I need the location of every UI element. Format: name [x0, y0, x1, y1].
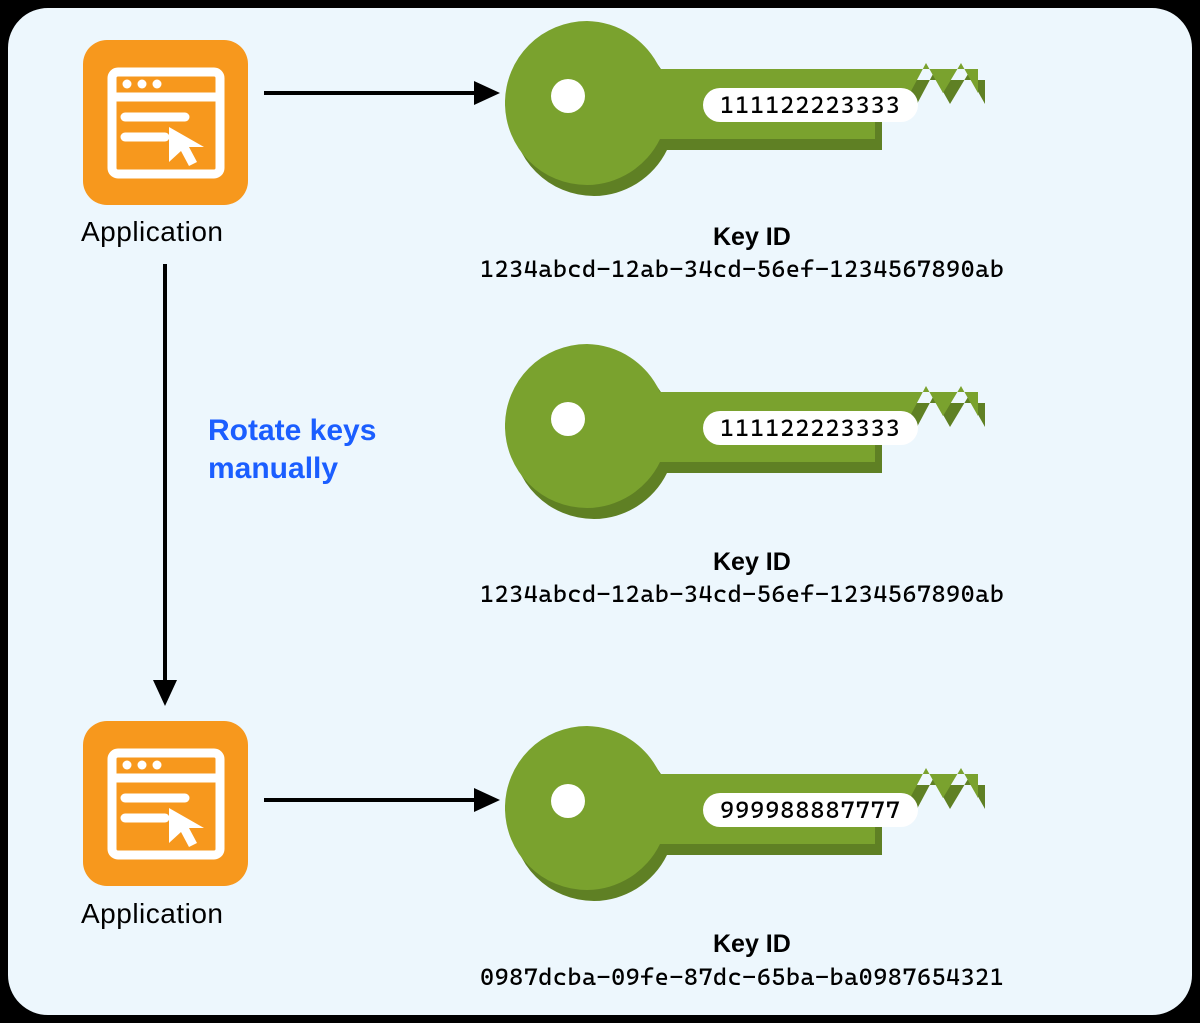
arrow-head-icon [474, 81, 500, 105]
browser-window-icon [107, 67, 225, 179]
application-icon [83, 721, 248, 886]
arrow-head-icon [474, 788, 500, 812]
arrow-head-icon [153, 680, 177, 706]
rotate-keys-label: Rotate keys manually [208, 412, 376, 489]
browser-window-icon [107, 748, 225, 860]
arrow-shaft [264, 91, 480, 95]
key-code: 999988887777 [703, 793, 918, 827]
arrow-shaft [264, 798, 480, 802]
diagram-canvas: Application Application Rotate keys manu… [4, 4, 1196, 1019]
key-code: 111122223333 [703, 411, 918, 445]
rotate-keys-line1: Rotate keys [208, 412, 376, 450]
key-id-title: Key ID [713, 223, 791, 252]
key-id-value: 0987dcba-09fe-87dc-65ba-ba0987654321 [480, 963, 1004, 991]
application-icon [83, 40, 248, 205]
key-id-value: 1234abcd-12ab-34cd-56ef-1234567890ab [480, 580, 1004, 608]
key-code: 111122223333 [703, 88, 918, 122]
key-id-title: Key ID [713, 930, 791, 959]
application-label: Application [81, 898, 223, 930]
arrow-shaft [163, 264, 167, 686]
key-id-value: 1234abcd-12ab-34cd-56ef-1234567890ab [480, 255, 1004, 283]
application-label: Application [81, 216, 223, 248]
rotate-keys-line2: manually [208, 450, 376, 488]
key-id-title: Key ID [713, 548, 791, 577]
